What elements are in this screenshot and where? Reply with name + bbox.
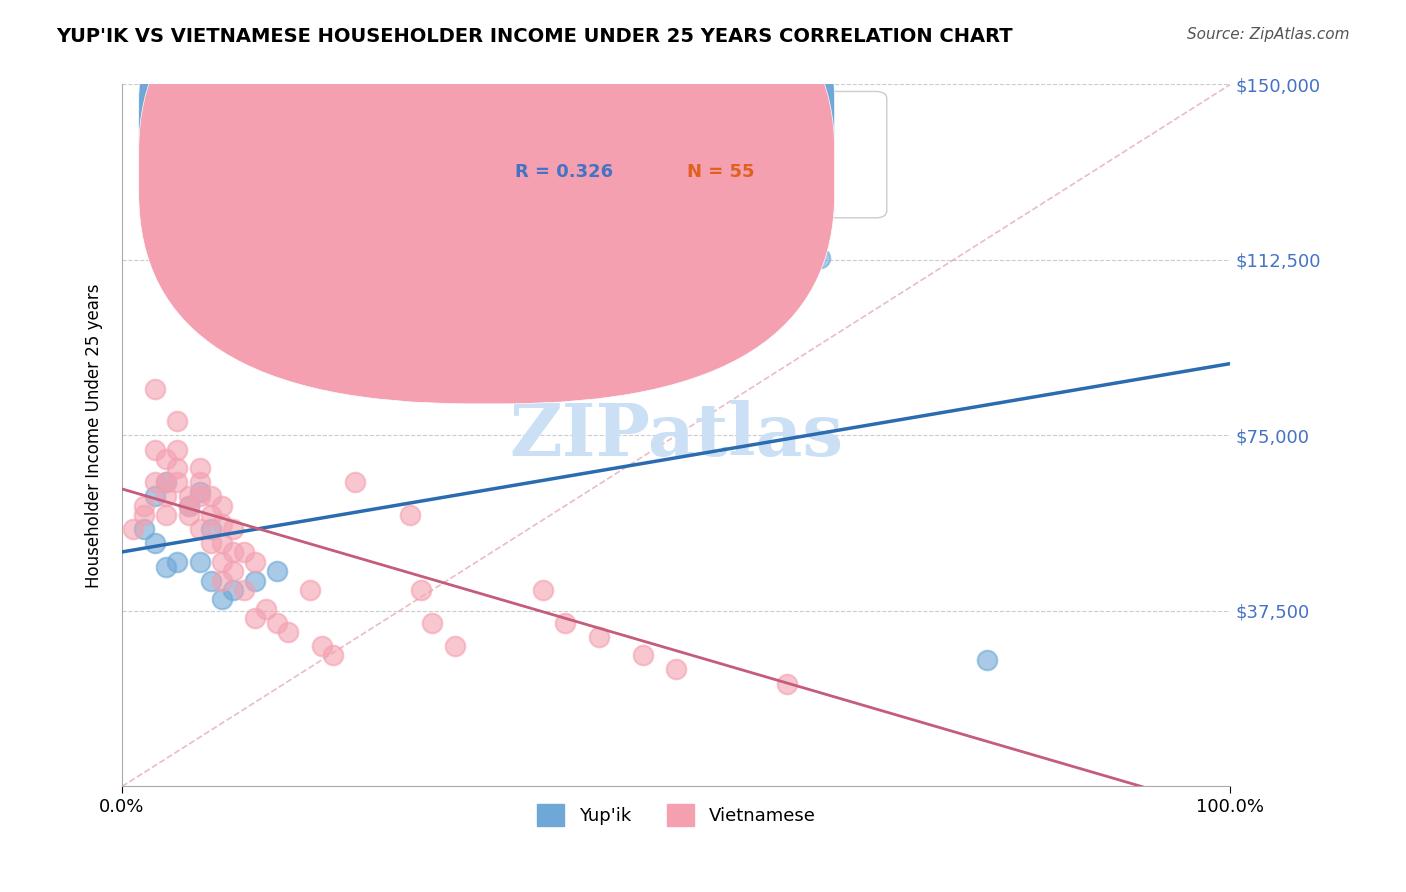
Vietnamese bbox=[233, 582, 256, 597]
Yup'ik bbox=[155, 475, 177, 490]
Vietnamese bbox=[554, 615, 576, 630]
Yup'ik bbox=[243, 574, 266, 588]
Vietnamese bbox=[233, 545, 256, 559]
Vietnamese bbox=[177, 508, 200, 522]
Yup'ik bbox=[177, 499, 200, 513]
Vietnamese bbox=[254, 601, 277, 615]
Yup'ik bbox=[188, 484, 211, 499]
Yup'ik bbox=[211, 592, 233, 607]
Vietnamese bbox=[211, 574, 233, 588]
Vietnamese bbox=[211, 499, 233, 513]
Vietnamese bbox=[166, 414, 188, 428]
FancyBboxPatch shape bbox=[139, 0, 835, 355]
Vietnamese bbox=[155, 489, 177, 503]
Yup'ik bbox=[976, 653, 998, 667]
Vietnamese bbox=[143, 382, 166, 396]
Vietnamese bbox=[200, 508, 222, 522]
Vietnamese bbox=[299, 582, 322, 597]
Vietnamese bbox=[222, 522, 245, 536]
Vietnamese bbox=[366, 218, 388, 232]
Yup'ik bbox=[222, 582, 245, 597]
Vietnamese bbox=[143, 442, 166, 457]
Vietnamese bbox=[665, 663, 688, 677]
Yup'ik bbox=[188, 555, 211, 569]
Yup'ik bbox=[200, 574, 222, 588]
Legend: Yup'ik, Vietnamese: Yup'ik, Vietnamese bbox=[530, 797, 823, 834]
Vietnamese bbox=[143, 475, 166, 490]
Vietnamese bbox=[155, 475, 177, 490]
Vietnamese bbox=[166, 442, 188, 457]
Vietnamese bbox=[211, 517, 233, 532]
Vietnamese bbox=[188, 522, 211, 536]
Yup'ik bbox=[776, 251, 799, 265]
Vietnamese bbox=[222, 564, 245, 578]
Vietnamese bbox=[422, 615, 444, 630]
Vietnamese bbox=[134, 499, 156, 513]
Vietnamese bbox=[343, 475, 366, 490]
Yup'ik bbox=[808, 251, 831, 265]
Yup'ik bbox=[155, 559, 177, 574]
Vietnamese bbox=[443, 639, 465, 653]
Text: R = 0.326: R = 0.326 bbox=[516, 163, 613, 181]
Vietnamese bbox=[222, 545, 245, 559]
Y-axis label: Householder Income Under 25 years: Householder Income Under 25 years bbox=[86, 284, 103, 588]
Vietnamese bbox=[200, 489, 222, 503]
Yup'ik bbox=[200, 522, 222, 536]
Vietnamese bbox=[177, 499, 200, 513]
Text: Source: ZipAtlas.com: Source: ZipAtlas.com bbox=[1187, 27, 1350, 42]
Vietnamese bbox=[200, 536, 222, 550]
Vietnamese bbox=[322, 648, 344, 663]
Yup'ik bbox=[143, 489, 166, 503]
Vietnamese bbox=[531, 582, 554, 597]
Vietnamese bbox=[188, 475, 211, 490]
Text: YUP'IK VS VIETNAMESE HOUSEHOLDER INCOME UNDER 25 YEARS CORRELATION CHART: YUP'IK VS VIETNAMESE HOUSEHOLDER INCOME … bbox=[56, 27, 1012, 45]
Vietnamese bbox=[243, 611, 266, 625]
Vietnamese bbox=[399, 508, 422, 522]
Text: ZIPatlas: ZIPatlas bbox=[509, 400, 844, 471]
Vietnamese bbox=[188, 461, 211, 475]
Vietnamese bbox=[177, 489, 200, 503]
Vietnamese bbox=[134, 508, 156, 522]
Vietnamese bbox=[166, 475, 188, 490]
Vietnamese bbox=[155, 451, 177, 466]
Vietnamese bbox=[188, 489, 211, 503]
Vietnamese bbox=[155, 508, 177, 522]
Yup'ik bbox=[134, 522, 156, 536]
Yup'ik bbox=[266, 564, 288, 578]
Vietnamese bbox=[277, 625, 299, 640]
Vietnamese bbox=[211, 536, 233, 550]
Text: N = 55: N = 55 bbox=[688, 163, 755, 181]
Vietnamese bbox=[166, 461, 188, 475]
Vietnamese bbox=[411, 582, 433, 597]
FancyBboxPatch shape bbox=[139, 0, 835, 404]
Vietnamese bbox=[631, 648, 654, 663]
Vietnamese bbox=[243, 555, 266, 569]
Yup'ik bbox=[166, 555, 188, 569]
Vietnamese bbox=[122, 522, 145, 536]
Vietnamese bbox=[211, 555, 233, 569]
Vietnamese bbox=[311, 639, 333, 653]
Text: N = 18: N = 18 bbox=[688, 111, 755, 128]
Vietnamese bbox=[266, 615, 288, 630]
Text: R = 0.276: R = 0.276 bbox=[516, 111, 613, 128]
Vietnamese bbox=[588, 630, 610, 644]
FancyBboxPatch shape bbox=[443, 92, 887, 218]
Vietnamese bbox=[776, 676, 799, 690]
Yup'ik bbox=[143, 536, 166, 550]
Vietnamese bbox=[388, 382, 411, 396]
